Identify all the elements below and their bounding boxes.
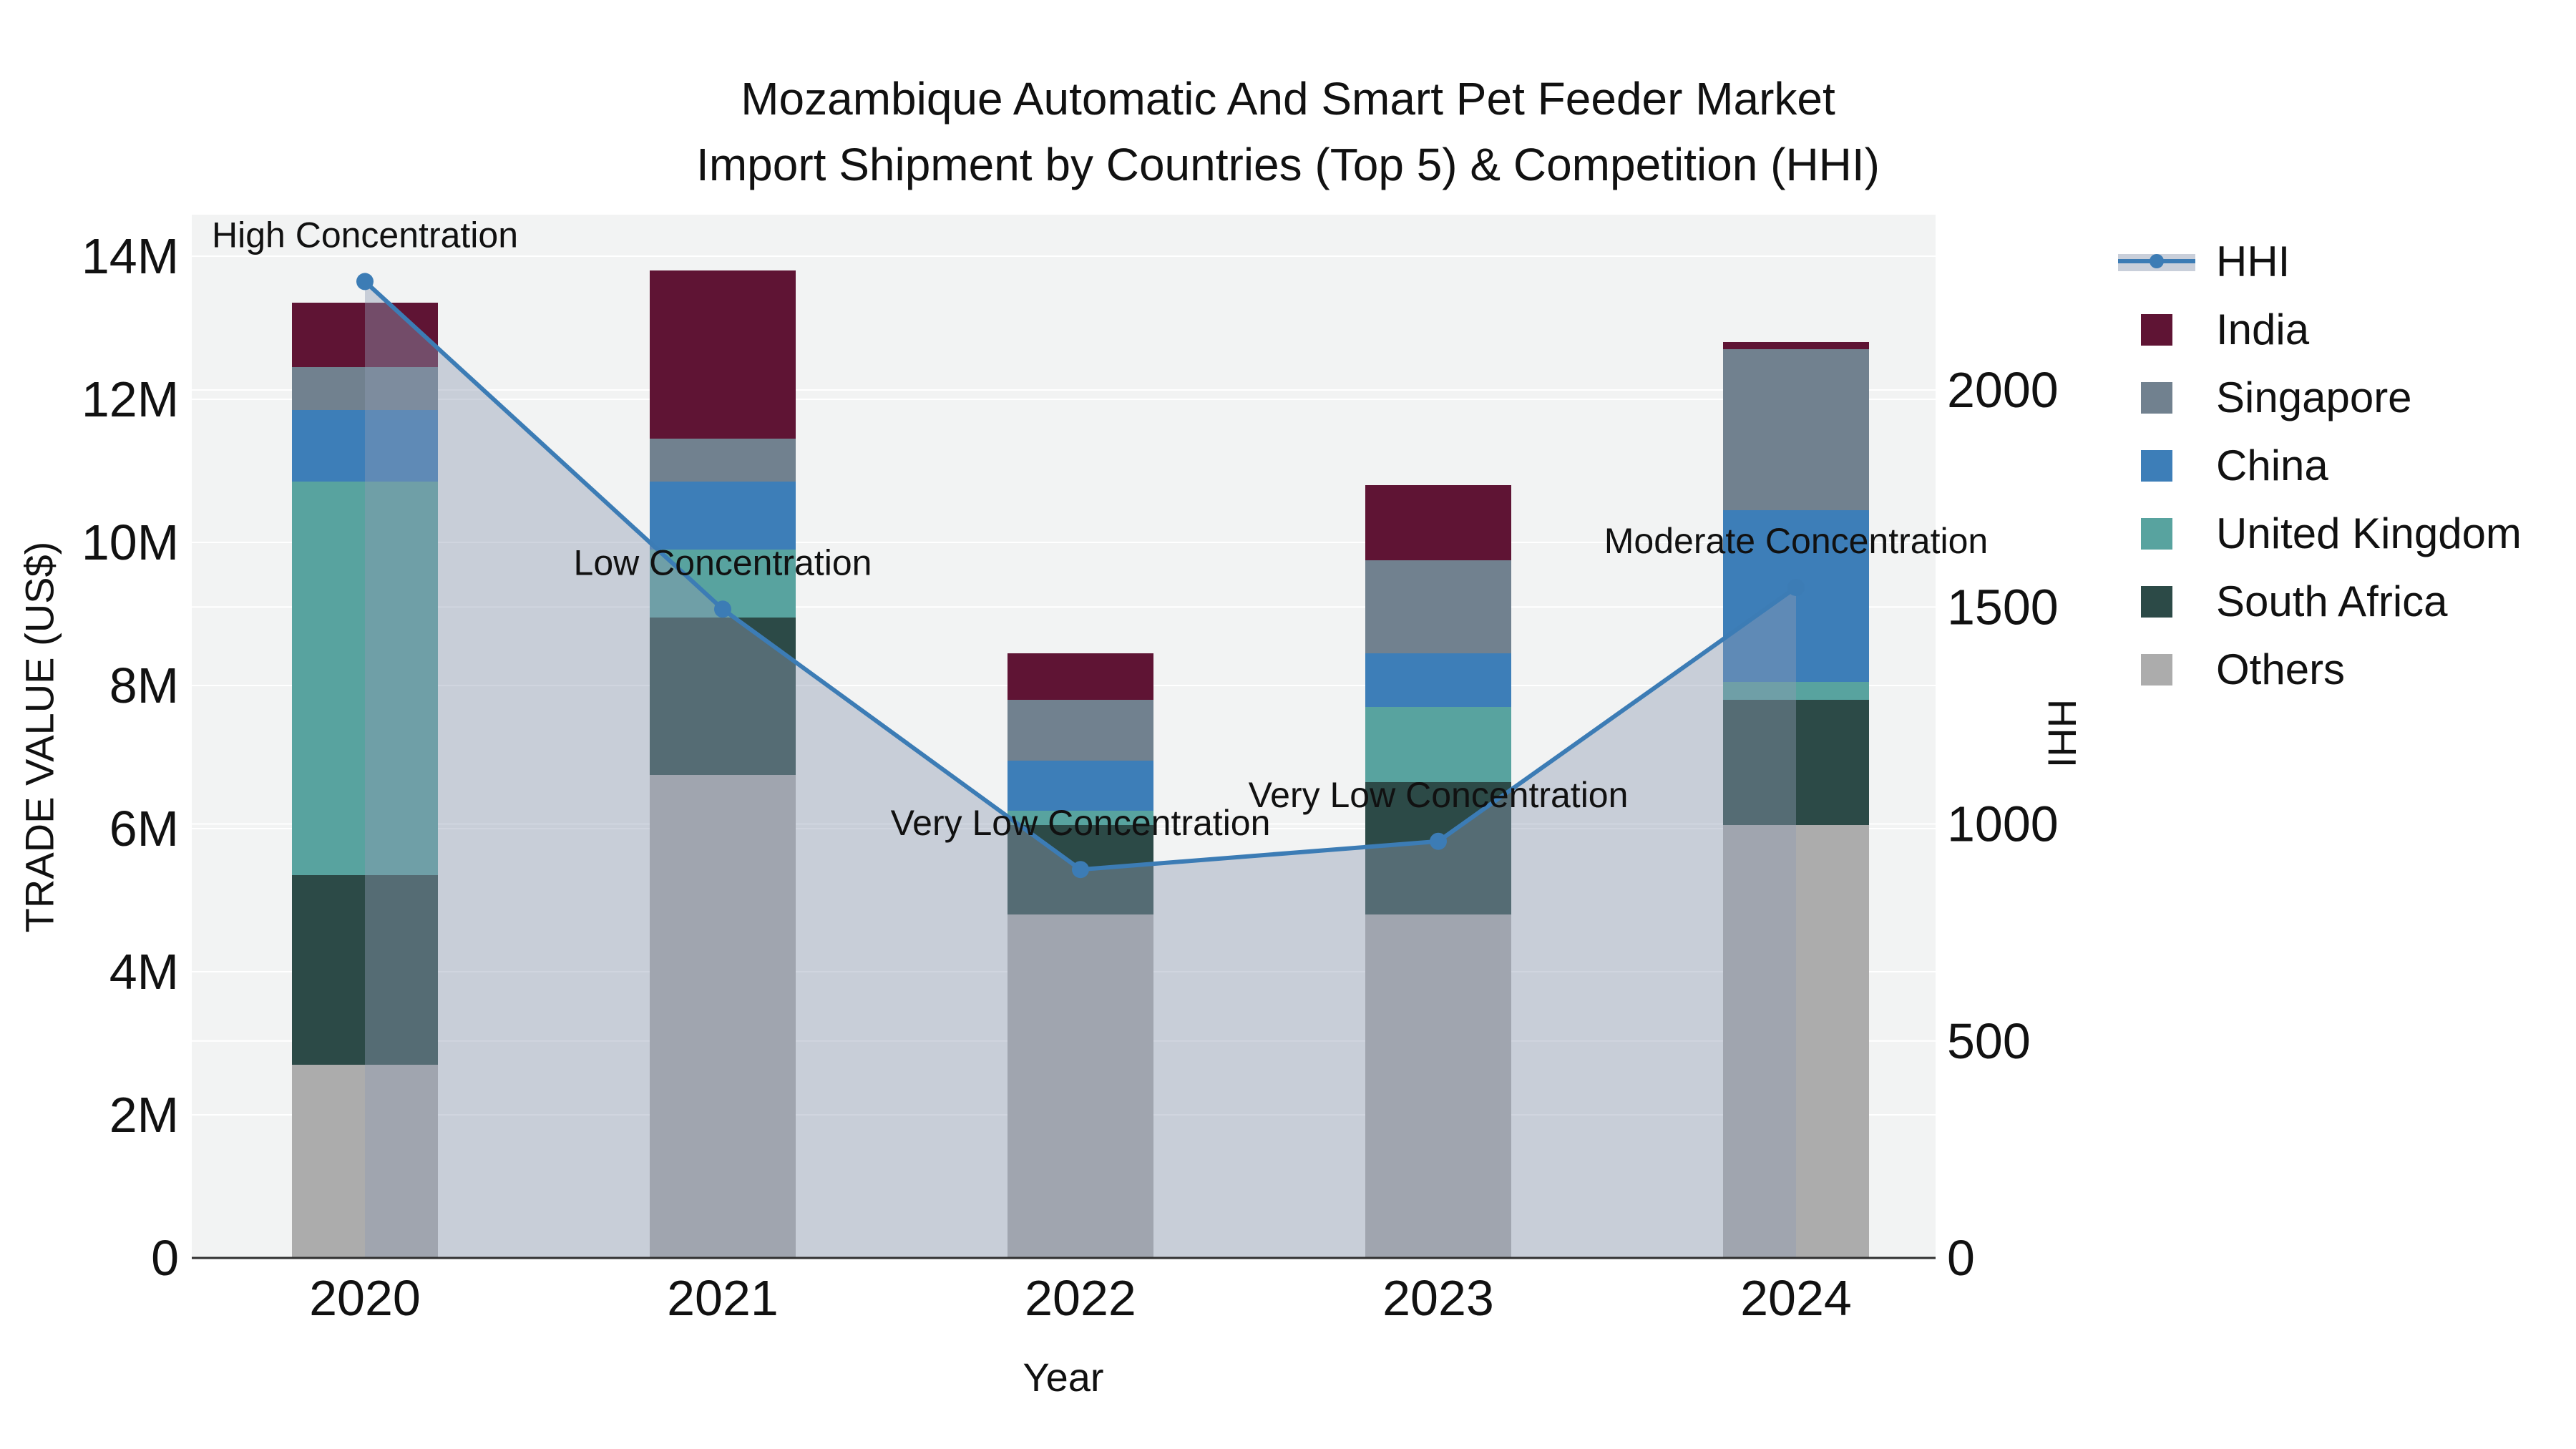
x-tick-label-2022: 2022 (1025, 1270, 1136, 1326)
legend-color-swatch (2114, 313, 2199, 346)
legend-label: Others (2216, 645, 2346, 693)
bar-segment-india-2022[interactable] (1008, 653, 1153, 700)
hhi-marker-2021[interactable] (714, 600, 731, 618)
legend-item-china[interactable]: China (2114, 431, 2522, 499)
bar-segment-others-2024[interactable] (1723, 825, 1869, 1258)
legend-item-south-africa[interactable]: South Africa (2114, 567, 2522, 635)
bar-segment-united-kingdom-2022[interactable] (1008, 811, 1153, 825)
legend-item-india[interactable]: India (2114, 296, 2522, 364)
x-tick-label-2023: 2023 (1382, 1270, 1494, 1326)
x-tick-label-2020: 2020 (309, 1270, 421, 1326)
legend-color-swatch (2114, 381, 2199, 414)
legend-color-swatch (2114, 653, 2199, 686)
legend-label: HHI (2216, 238, 2290, 286)
legend-item-united-kingdom[interactable]: United Kingdom (2114, 499, 2522, 567)
bar-segment-others-2021[interactable] (650, 775, 796, 1258)
bar-segment-others-2023[interactable] (1365, 914, 1511, 1258)
hhi-marker-2024[interactable] (1787, 578, 1805, 596)
x-tick-label-2024: 2024 (1740, 1270, 1852, 1326)
legend-label: United Kingdom (2216, 509, 2522, 557)
legend-item-others[interactable]: Others (2114, 635, 2522, 703)
legend-label: Singapore (2216, 374, 2412, 421)
bar-segment-china-2024[interactable] (1723, 510, 1869, 682)
annotation-2021: Low Concentration (574, 542, 872, 582)
y-left-tick-label: 12M (82, 371, 179, 427)
legend-label: South Africa (2216, 577, 2448, 625)
hhi-line-legend-icon (2114, 251, 2199, 273)
y-right-tick-label: 1500 (1947, 579, 2059, 635)
y-left-tick-label: 6M (109, 801, 179, 857)
bar-segment-india-2020[interactable] (292, 303, 438, 367)
bar-segment-india-2024[interactable] (1723, 342, 1869, 349)
legend-item-singapore[interactable]: Singapore (2114, 364, 2522, 431)
bar-segment-united-kingdom-2020[interactable] (292, 482, 438, 875)
bar-segment-singapore-2022[interactable] (1008, 700, 1153, 761)
annotation-2023: Very Low Concentration (1249, 775, 1629, 815)
annotation-2022: Very Low Concentration (891, 803, 1271, 843)
bar-segment-singapore-2024[interactable] (1723, 349, 1869, 510)
bar-segment-india-2023[interactable] (1365, 485, 1511, 560)
x-axis-title: Year (1023, 1355, 1104, 1400)
y-left-tick-label: 8M (109, 658, 179, 713)
y-left-tick-label: 0 (151, 1230, 179, 1286)
legend-color-swatch (2114, 449, 2199, 482)
bar-segment-south-africa-2020[interactable] (292, 875, 438, 1065)
hhi-marker-2023[interactable] (1430, 832, 1447, 850)
legend-item-hhi[interactable]: HHI (2114, 228, 2522, 296)
bar-segment-china-2023[interactable] (1365, 653, 1511, 707)
legend-color-swatch (2114, 585, 2199, 618)
chart-title-line2: Import Shipment by Countries (Top 5) & C… (696, 139, 1880, 190)
legend-label: India (2216, 306, 2310, 353)
y-right-tick-label: 2000 (1947, 362, 2059, 418)
bar-segment-china-2021[interactable] (650, 482, 796, 550)
bar-segment-china-2022[interactable] (1008, 761, 1153, 811)
hhi-area-fill (365, 281, 1796, 1259)
y-right-tick-label: 1000 (1947, 796, 2059, 852)
legend-color-swatch (2114, 517, 2199, 550)
chart-title: Mozambique Automatic And Smart Pet Feede… (0, 66, 2576, 197)
hhi-marker-2022[interactable] (1072, 861, 1089, 879)
y-left-tick-label: 10M (82, 514, 179, 570)
bar-segment-others-2022[interactable] (1008, 914, 1153, 1258)
y-right-tick-label: 500 (1947, 1013, 2031, 1069)
bar-segment-others-2020[interactable] (292, 1065, 438, 1258)
x-tick-label-2021: 2021 (667, 1270, 779, 1326)
bar-segment-singapore-2023[interactable] (1365, 560, 1511, 653)
chart-title-line1: Mozambique Automatic And Smart Pet Feede… (741, 73, 1835, 125)
bar-segment-south-africa-2024[interactable] (1723, 700, 1869, 825)
bar-segment-singapore-2021[interactable] (650, 439, 796, 482)
legend-label: China (2216, 441, 2328, 489)
bar-segment-united-kingdom-2023[interactable] (1365, 707, 1511, 782)
legend: HHI India Singapore China United Kingdom Sout… (2114, 228, 2522, 703)
y-left-tick-label: 14M (82, 228, 179, 284)
bar-segment-india-2021[interactable] (650, 270, 796, 439)
bar-segment-singapore-2020[interactable] (292, 367, 438, 410)
bar-segment-china-2020[interactable] (292, 410, 438, 482)
annotation-2024: Moderate Concentration (1604, 521, 1988, 561)
bar-segment-united-kingdom-2024[interactable] (1723, 682, 1869, 700)
y-right-tick-label: 0 (1947, 1230, 1975, 1286)
annotation-2020: High Concentration (212, 215, 518, 255)
hhi-marker-2020[interactable] (356, 273, 374, 291)
y-left-tick-label: 2M (109, 1087, 179, 1143)
y-left-tick-label: 4M (109, 944, 179, 1000)
